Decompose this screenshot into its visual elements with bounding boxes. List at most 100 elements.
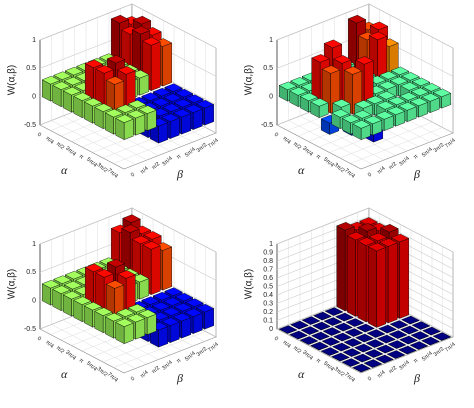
z-tick-label: 0 bbox=[269, 326, 273, 333]
bar-top bbox=[375, 354, 394, 364]
bar-top bbox=[53, 275, 72, 284]
bar-top bbox=[127, 303, 147, 313]
bar-top bbox=[95, 65, 114, 74]
bar-top bbox=[64, 270, 84, 280]
z-tick-label: 0.2 bbox=[263, 309, 273, 316]
bar-face bbox=[357, 240, 367, 323]
bar-top bbox=[343, 338, 363, 347]
bar-top bbox=[336, 222, 355, 231]
bar-top bbox=[184, 308, 203, 317]
y-tick-label: 0 bbox=[130, 376, 136, 383]
y-tick-label: 0 bbox=[367, 376, 373, 383]
z-tick-label: 1 bbox=[32, 241, 36, 248]
bar bbox=[354, 343, 373, 353]
z-tick-label: -0.5 bbox=[24, 122, 36, 129]
bar-top bbox=[64, 66, 84, 76]
x-tick-label: 5π/4 bbox=[322, 361, 335, 373]
bar-top bbox=[185, 94, 204, 103]
bar bbox=[290, 320, 309, 330]
x-tick-label: π/2 bbox=[55, 345, 65, 355]
bar-top bbox=[333, 55, 352, 64]
bar bbox=[376, 344, 395, 354]
grid-line bbox=[39, 3, 217, 49]
bar-top bbox=[389, 76, 409, 86]
bar bbox=[389, 320, 409, 329]
bar-top bbox=[399, 92, 418, 101]
bar-top bbox=[161, 113, 180, 122]
bar bbox=[363, 359, 383, 368]
bar-top bbox=[320, 347, 340, 356]
x-tick-label: π/2 bbox=[292, 345, 302, 355]
y-axis-label: β bbox=[413, 167, 420, 181]
bar-face bbox=[336, 225, 346, 312]
bar-top bbox=[386, 106, 406, 116]
bar-top bbox=[173, 302, 193, 312]
bar-top bbox=[387, 340, 407, 349]
bar-top bbox=[375, 111, 394, 120]
z-axis-label: W(α,β) bbox=[244, 269, 255, 299]
z-tick-label: 0.5 bbox=[26, 269, 36, 276]
bar-top bbox=[62, 290, 82, 300]
y-axis-label: β bbox=[176, 371, 183, 385]
bar-top bbox=[142, 37, 161, 46]
bar-top bbox=[310, 341, 329, 351]
bar-top bbox=[379, 238, 398, 247]
bar-top bbox=[121, 224, 140, 233]
y-tick-label: π/4 bbox=[376, 166, 386, 176]
z-tick-label: 0 bbox=[32, 94, 36, 101]
z-tick-label: 0.9 bbox=[263, 249, 273, 256]
bar bbox=[387, 340, 407, 349]
bar bbox=[388, 330, 408, 339]
bar-top bbox=[278, 325, 298, 334]
bar bbox=[321, 337, 341, 346]
bar-top bbox=[173, 98, 193, 108]
y-tick-label: 0 bbox=[130, 172, 136, 179]
bar-top bbox=[363, 115, 383, 125]
bar-top bbox=[401, 315, 420, 325]
bar-face bbox=[367, 246, 377, 328]
bar-top bbox=[299, 336, 319, 345]
bar-top bbox=[73, 296, 92, 305]
bar-top bbox=[126, 313, 146, 323]
bar-top bbox=[369, 21, 389, 31]
bar-top bbox=[410, 87, 430, 97]
z-tick-label: -0.5 bbox=[261, 122, 273, 129]
z-tick-label: 0.1 bbox=[263, 317, 273, 324]
bar-top bbox=[122, 214, 141, 223]
bar-top bbox=[290, 77, 309, 86]
bar-face bbox=[387, 242, 398, 324]
bar bbox=[333, 332, 352, 342]
bar bbox=[401, 315, 420, 325]
bar-face bbox=[150, 245, 161, 295]
bar-top bbox=[421, 336, 440, 346]
bar-top bbox=[386, 350, 406, 359]
x-tick-label: 3π/4 bbox=[64, 146, 77, 158]
bar bbox=[352, 363, 371, 373]
bar-top bbox=[313, 311, 332, 321]
bar-top bbox=[94, 307, 113, 316]
bar-top bbox=[62, 86, 82, 96]
bar-top bbox=[421, 93, 440, 102]
bar-top bbox=[105, 280, 125, 289]
bar-top bbox=[95, 269, 114, 278]
bar-top bbox=[332, 99, 351, 108]
bar-top bbox=[162, 103, 181, 112]
x-tick-label: π/2 bbox=[292, 141, 302, 151]
y-tick-label: 3π/2 bbox=[433, 142, 446, 154]
bar-top bbox=[41, 279, 61, 289]
bar bbox=[345, 318, 365, 327]
bar bbox=[353, 353, 372, 363]
bar-top bbox=[63, 76, 83, 86]
x-tick-label: 7π/4 bbox=[106, 372, 119, 384]
bar-top bbox=[401, 72, 420, 81]
bar-top bbox=[117, 270, 136, 279]
bar bbox=[342, 348, 362, 357]
z-tick-label: 0.4 bbox=[263, 292, 273, 299]
bar-top bbox=[331, 352, 350, 362]
bar-top bbox=[73, 92, 92, 101]
x-tick-label: 7π/4 bbox=[343, 168, 356, 180]
bar-top bbox=[389, 320, 409, 329]
bar-top bbox=[353, 353, 372, 363]
